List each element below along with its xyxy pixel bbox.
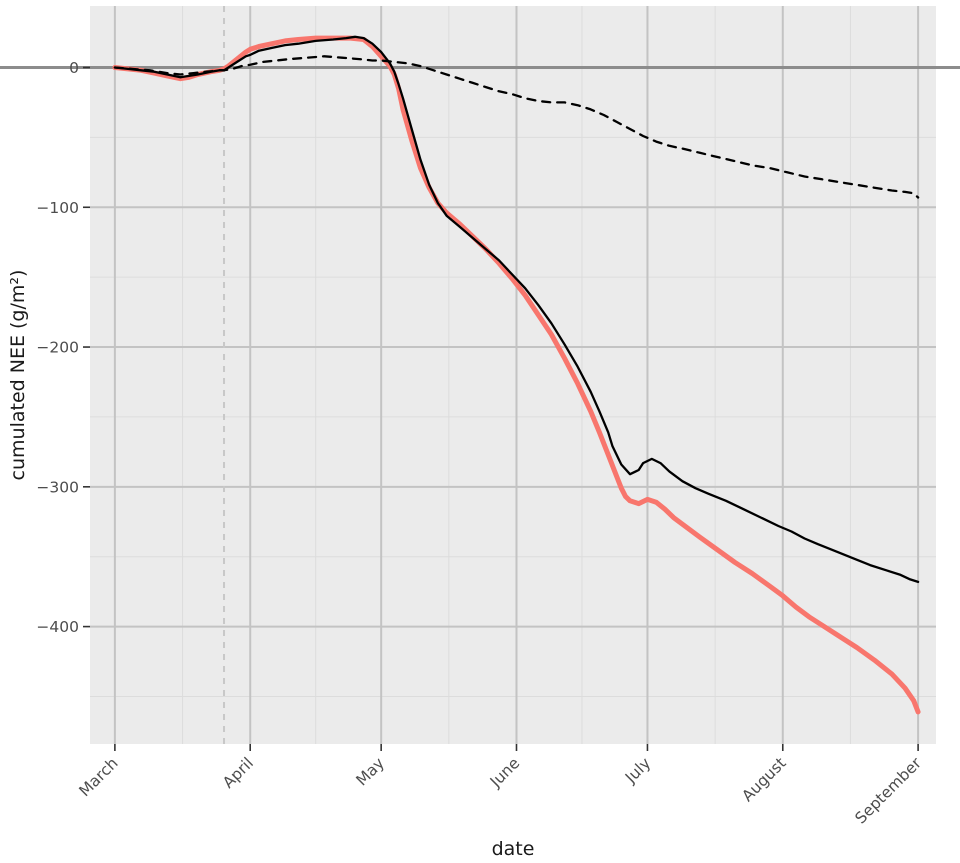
- y-tick-label: 0: [69, 59, 79, 77]
- y-tick-label: −400: [36, 618, 79, 636]
- x-axis-title: date: [492, 838, 535, 860]
- x-tick-label: March: [76, 754, 122, 800]
- y-tick-label: −300: [36, 478, 79, 496]
- y-axis-title: cumulated NEE (g/m²): [7, 270, 29, 481]
- x-tick-label: July: [621, 754, 654, 787]
- x-tick-label: September: [852, 754, 926, 828]
- chart-layer: March April May June July August September 0 −10…: [0, 6, 960, 827]
- series-black-solid: [113, 35, 920, 584]
- y-tick-label: −100: [36, 199, 79, 217]
- x-tick-label: August: [739, 754, 790, 805]
- x-tick-label: April: [219, 754, 257, 792]
- x-tick-label: June: [486, 754, 523, 791]
- panel-background: [90, 6, 936, 744]
- series-black-dashed: [113, 55, 920, 199]
- x-tick-label: May: [353, 754, 388, 789]
- y-tick-label: −200: [36, 339, 79, 357]
